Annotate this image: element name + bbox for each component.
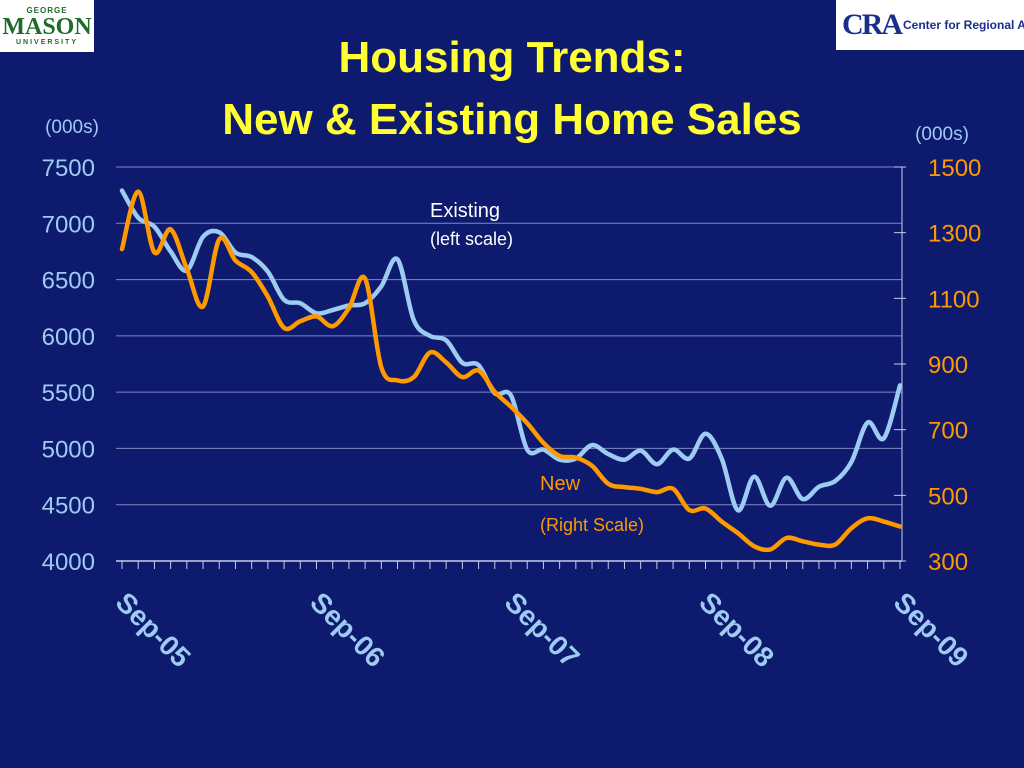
right-tick-label: 500 <box>928 483 968 510</box>
left-tick-label: 4000 <box>42 549 95 576</box>
right-tick-label: 1100 <box>928 286 980 313</box>
george-mason-logo: GEORGE MASON UNIVERSITY <box>0 0 94 52</box>
left-tick-label: 5500 <box>42 380 95 407</box>
right-tick-label: 1300 <box>928 221 981 248</box>
chart-title-line1: Housing Trends: <box>338 33 686 82</box>
x-tick-label: Sep-09 <box>888 586 975 673</box>
right-tick-label: 300 <box>928 549 968 576</box>
x-tick-label: Sep-06 <box>304 586 391 673</box>
x-tick-label: Sep-05 <box>110 586 197 673</box>
series-line-new <box>119 189 903 553</box>
x-tick-label: Sep-07 <box>499 586 586 673</box>
right-tick-label: 1500 <box>928 155 981 182</box>
cra-logo: CRA Center for Regional Analysis <box>836 0 1024 50</box>
left-tick-label: 4500 <box>42 493 95 520</box>
right-axis-unit-label: (000s) <box>915 124 969 145</box>
logo-left-line1: GEORGE <box>26 5 68 15</box>
left-tick-label: 7000 <box>42 211 95 238</box>
cra-logo-mark: CRA <box>842 8 903 41</box>
left-tick-label: 7500 <box>42 155 95 182</box>
left-axis-unit-label: (000s) <box>45 117 99 138</box>
left-tick-label: 5000 <box>42 436 95 463</box>
new-series-label: New <box>540 473 581 495</box>
existing-series-label: Existing <box>430 200 500 222</box>
left-tick-label: 6500 <box>42 268 95 295</box>
logo-left-line2: MASON <box>2 13 92 40</box>
cra-logo-text: Center for Regional Analysis <box>903 18 1024 32</box>
right-tick-label: 700 <box>928 418 968 445</box>
chart-title-line2: New & Existing Home Sales <box>222 95 802 144</box>
right-tick-label: 900 <box>928 352 968 379</box>
series-line-existing <box>119 188 903 513</box>
left-tick-label: 6000 <box>42 324 95 351</box>
new-series-note: (Right Scale) <box>540 515 644 535</box>
x-tick-label: Sep-08 <box>693 586 780 673</box>
logo-left-line3: UNIVERSITY <box>15 38 78 46</box>
existing-series-note: (left scale) <box>430 229 513 249</box>
